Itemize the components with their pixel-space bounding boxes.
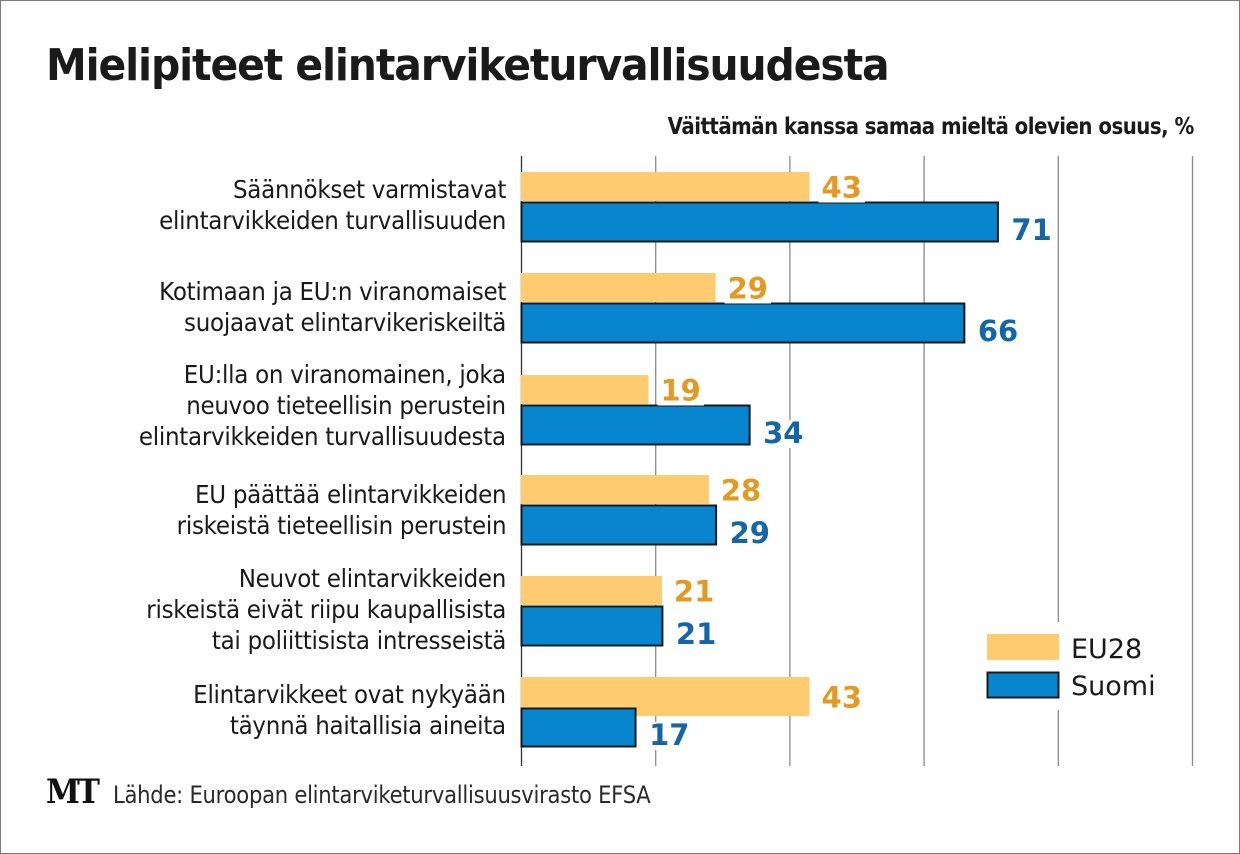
bar-suomi: [520, 302, 966, 344]
value-label-background: [1008, 217, 1055, 245]
bar-eu28: [521, 475, 709, 504]
value-label-eu28: 21: [674, 575, 714, 609]
footer: MT Lähde: Euroopan elintarviketurvallisu…: [46, 772, 724, 812]
bar-eu28: [521, 576, 662, 605]
category-label: EU:lla on viranomainen, joka neuvoo tiet…: [139, 359, 506, 451]
source-note: Lähde: Euroopan elintarviketurvallisuusv…: [112, 781, 651, 809]
bar-suomi: [520, 707, 637, 748]
category-label: Säännökset varmistavat elintarvikkeiden …: [159, 175, 506, 235]
bar-eu28: [521, 375, 649, 404]
bar-eu28: [521, 172, 810, 201]
bar-suomi: [520, 504, 718, 546]
value-label-background: [726, 520, 773, 548]
gridlines: [520, 156, 1194, 766]
legend: EU28 Suomi: [977, 622, 1177, 710]
bar-suomi: [520, 404, 751, 446]
mt-logo: MT: [46, 772, 100, 812]
legend-label-suomi: Suomi: [1071, 671, 1156, 702]
value-label-background: [818, 174, 865, 203]
value-label-background: [974, 318, 1022, 346]
value-label-eu28: 43: [822, 171, 862, 205]
value-label-suomi: 71: [1011, 213, 1051, 247]
category-label: EU päättää elintarvikkeiden riskeistä ti…: [176, 480, 506, 540]
bars: [520, 172, 999, 748]
value-label-eu28: 43: [822, 681, 862, 715]
value-label-background: [646, 722, 693, 750]
bar-suomi: [520, 201, 999, 243]
category-label: Elintarvikkeet ovat nykyään täynnä haita…: [193, 680, 506, 740]
value-label-background: [724, 275, 771, 304]
value-label-suomi: 29: [730, 516, 770, 550]
chart-title: Mielipiteet elintarviketurvallisuudesta: [46, 40, 890, 91]
value-label-suomi: 17: [649, 718, 689, 752]
category-label: Neuvot elintarvikkeiden riskeistä eivät …: [146, 563, 506, 655]
bar-suomi: [520, 605, 664, 647]
value-label-background: [717, 477, 765, 506]
value-label-suomi: 21: [676, 617, 716, 651]
value-label-suomi: 34: [763, 416, 803, 450]
value-label-eu28: 19: [660, 374, 700, 408]
value-label-background: [818, 684, 865, 713]
value-label-background: [672, 621, 720, 649]
value-label-background: [657, 377, 704, 406]
legend-swatch-eu28: [987, 634, 1059, 660]
value-label-background: [670, 578, 718, 607]
value-label-background: [760, 420, 807, 448]
legend-label-eu28: EU28: [1071, 634, 1142, 665]
value-label-eu28: 28: [721, 474, 761, 508]
chart-subtitle: Väittämän kanssa samaa mieltä olevien os…: [667, 114, 1195, 140]
value-label-suomi: 66: [978, 314, 1018, 348]
legend-swatch-suomi: [986, 671, 1060, 699]
bar-eu28: [521, 273, 716, 302]
value-label-eu28: 29: [728, 272, 768, 306]
category-label: Kotimaan ja EU:n viranomaiset suojaavat …: [159, 277, 506, 337]
